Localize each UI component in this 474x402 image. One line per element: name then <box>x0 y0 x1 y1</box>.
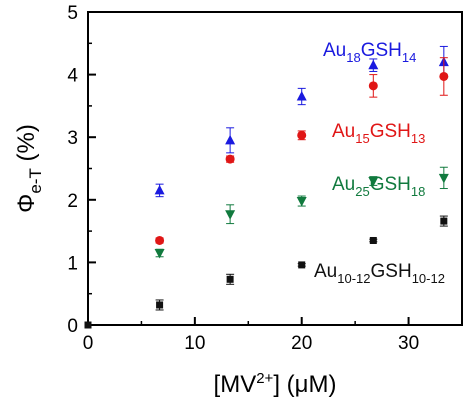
y-axis-title-main: Φ <box>13 194 40 213</box>
data-point <box>368 177 379 187</box>
series-au25gsh18 <box>154 166 449 259</box>
data-point <box>368 81 378 91</box>
x-tick-label: 10 <box>184 333 205 354</box>
data-point <box>440 217 448 225</box>
data-point <box>156 301 164 309</box>
y-axis-ticks: 0 1 2 3 4 5 <box>67 3 96 337</box>
x-axis-ticks: 0 10 20 30 <box>83 317 419 354</box>
label-au18gsh14: Au18GSH14 <box>323 40 416 65</box>
data-point <box>439 71 449 81</box>
label-au15gsh13-d: 13 <box>411 131 425 146</box>
series-layer <box>84 45 449 329</box>
x-tick-label: 0 <box>83 333 94 354</box>
label-au25gsh18-c: GSH <box>370 174 411 195</box>
y-tick-label: 4 <box>67 66 78 87</box>
data-point <box>155 235 165 245</box>
data-point <box>225 210 236 220</box>
data-point <box>154 249 165 259</box>
label-au25gsh18-a: Au <box>332 174 355 195</box>
label-au15gsh13-a: Au <box>332 121 355 142</box>
x-axis-title-main: [MV <box>214 371 257 398</box>
y-axis-title-rest: (%) <box>13 124 40 168</box>
x-tick-label: 30 <box>398 333 419 354</box>
data-point <box>84 321 92 329</box>
label-au10-12gsh10-12-c: GSH <box>371 261 412 282</box>
data-point <box>296 91 307 101</box>
label-au25gsh18-d: 18 <box>411 184 425 199</box>
series-au10-12gsh10-12 <box>84 215 448 329</box>
label-au18gsh14-a: Au <box>323 40 346 61</box>
x-tick-label: 20 <box>291 333 312 354</box>
label-au18gsh14-c: GSH <box>361 40 402 61</box>
data-point <box>296 197 307 207</box>
label-au15gsh13-c: GSH <box>370 121 411 142</box>
y-axis-title-sub: e-T <box>26 168 45 194</box>
data-point <box>226 275 234 283</box>
data-point <box>297 130 307 140</box>
x-axis-title: [MV2+] (μM) <box>214 370 337 398</box>
y-tick-label: 2 <box>67 191 78 212</box>
label-au10-12gsh10-12-d: 10-12 <box>412 271 445 286</box>
data-point <box>225 154 235 164</box>
data-point <box>438 173 449 184</box>
label-au25gsh18: Au25GSH18 <box>332 174 425 199</box>
label-au10-12gsh10-12-b: 10-12 <box>337 271 370 286</box>
data-point <box>154 184 165 195</box>
y-tick-label: 5 <box>67 3 78 24</box>
label-au25gsh18-b: 25 <box>355 184 369 199</box>
label-au15gsh13: Au15GSH13 <box>332 121 425 146</box>
series-labels: Au18GSH14 Au15GSH13 Au25GSH18 Au10-12GSH… <box>314 40 445 286</box>
label-au18gsh14-b: 18 <box>346 50 360 65</box>
label-au15gsh13-b: 15 <box>355 131 369 146</box>
series-au15gsh13 <box>155 57 449 245</box>
y-tick-label: 3 <box>67 128 78 149</box>
y-tick-label: 0 <box>67 316 78 337</box>
y-tick-label: 1 <box>67 253 78 274</box>
label-au10-12gsh10-12: Au10-12GSH10-12 <box>314 261 445 286</box>
axes: 0 10 20 30 0 1 2 3 4 5 <box>67 3 463 354</box>
data-point <box>298 261 306 269</box>
x-axis-title-rest: ] (μM) <box>273 371 336 398</box>
x-axis-title-sup: 2+ <box>256 370 273 387</box>
data-point <box>225 134 236 145</box>
y-axis-title: Φe-T (%) <box>13 124 45 213</box>
data-point <box>369 236 377 244</box>
data-point <box>368 59 379 70</box>
label-au18gsh14-d: 14 <box>402 50 416 65</box>
label-au10-12gsh10-12-a: Au <box>314 261 337 282</box>
